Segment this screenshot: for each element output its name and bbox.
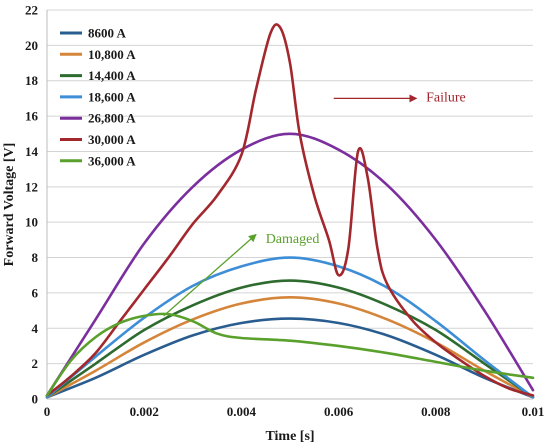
series-line-4 [45,256,535,399]
legend-label: 14,400 A [88,68,136,83]
legend: 8600 A 10,800 A 14,400 A 18,600 A 26,800 A 30… [60,26,136,168]
annotation-arrow [163,233,257,317]
y-tick-label: 8 [32,250,39,265]
y-tick-label: 16 [25,109,39,124]
y-tick-label: 2 [32,356,39,371]
series-line-7 [45,312,535,397]
y-tick-label: 4 [32,321,39,336]
legend-label: 10,800 A [88,47,136,62]
series-line-5 [45,132,535,397]
y-tick-label: 6 [32,285,39,300]
x-tick-label: 0.008 [421,404,451,419]
y-tick-label: 0 [32,392,39,407]
legend-label: 26,800 A [88,111,136,126]
y-tick-label: 22 [25,3,38,18]
y-tick-label: 18 [25,73,39,88]
x-axis-title: Time [s] [265,429,314,444]
legend-label: 30,000 A [88,132,136,147]
series-line-3 [45,279,535,399]
annotations: Failure Damaged [163,91,466,317]
data-series [45,23,535,399]
axes [46,10,533,400]
y-tick-label: 10 [25,215,38,230]
y-tick-label: 20 [25,38,38,53]
legend-label: 8600 A [88,26,127,41]
tick-labels: 0 2 4 6 8 10 12 14 16 18 20 22 0 0.002 0.004 0.006 0.008… [25,3,544,420]
y-axis-title: Forward Voltage [V] [2,143,17,267]
x-tick-label: 0.01 [522,404,545,419]
series-line-6 [45,23,535,397]
x-tick-label: 0.004 [227,404,257,419]
x-tick-label: 0.006 [324,404,354,419]
legend-label: 18,600 A [88,89,136,104]
series-line-1 [45,317,535,399]
y-tick-label: 12 [25,179,38,194]
x-tick-label: 0 [44,404,51,419]
y-tick-label: 14 [25,144,39,159]
annotation-label: Failure [426,91,466,106]
annotation-label: Damaged [266,232,320,247]
series-line-2 [45,296,535,399]
x-tick-label: 0.002 [130,404,159,419]
legend-label: 36,000 A [88,153,136,168]
